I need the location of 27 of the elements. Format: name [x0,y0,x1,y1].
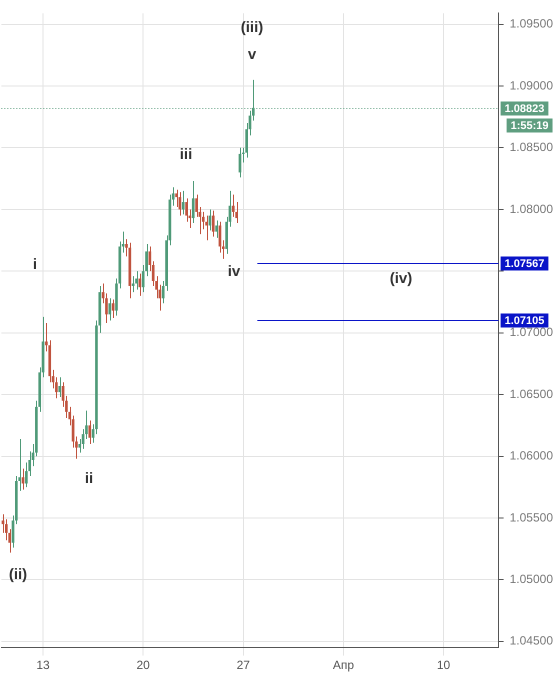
annotation: (iv) [390,270,412,288]
x-tick-label: 10 [436,658,451,672]
y-tick-label: 1.07000 [510,325,554,340]
annotation: iii [180,146,192,164]
y-tick-label: 1.05000 [510,572,554,586]
annotation: v [248,46,257,64]
annotation: ii [84,470,94,488]
text: 1:55:19 [510,120,549,132]
y-tick-label: 1.05500 [510,510,554,524]
x-tick-label: Апр [332,658,354,672]
y-tick-label: 1.08000 [510,202,554,216]
ref-line-label: 1.07567 [504,258,544,270]
y-tick-label: 1.09500 [510,16,554,31]
ref-line-label: 1.07105 [504,315,544,328]
annotation: (iii) [240,19,264,36]
annotation: (ii) [8,566,28,584]
x-tick-label: 13 [36,658,50,672]
y-tick-label: 1.06500 [510,386,554,401]
y-tick-label: 1.08500 [510,140,554,154]
x-tick-label: 27 [236,658,250,672]
y-tick-label: 1.09000 [510,78,554,92]
y-tick-label: 1.06000 [510,448,554,463]
annotation: iv [228,263,241,280]
ref-line-label: 1.08823 [504,103,544,116]
y-tick-label: 1.04500 [510,634,554,648]
x-tick-label: 20 [136,658,150,672]
annotation: i [32,256,38,274]
